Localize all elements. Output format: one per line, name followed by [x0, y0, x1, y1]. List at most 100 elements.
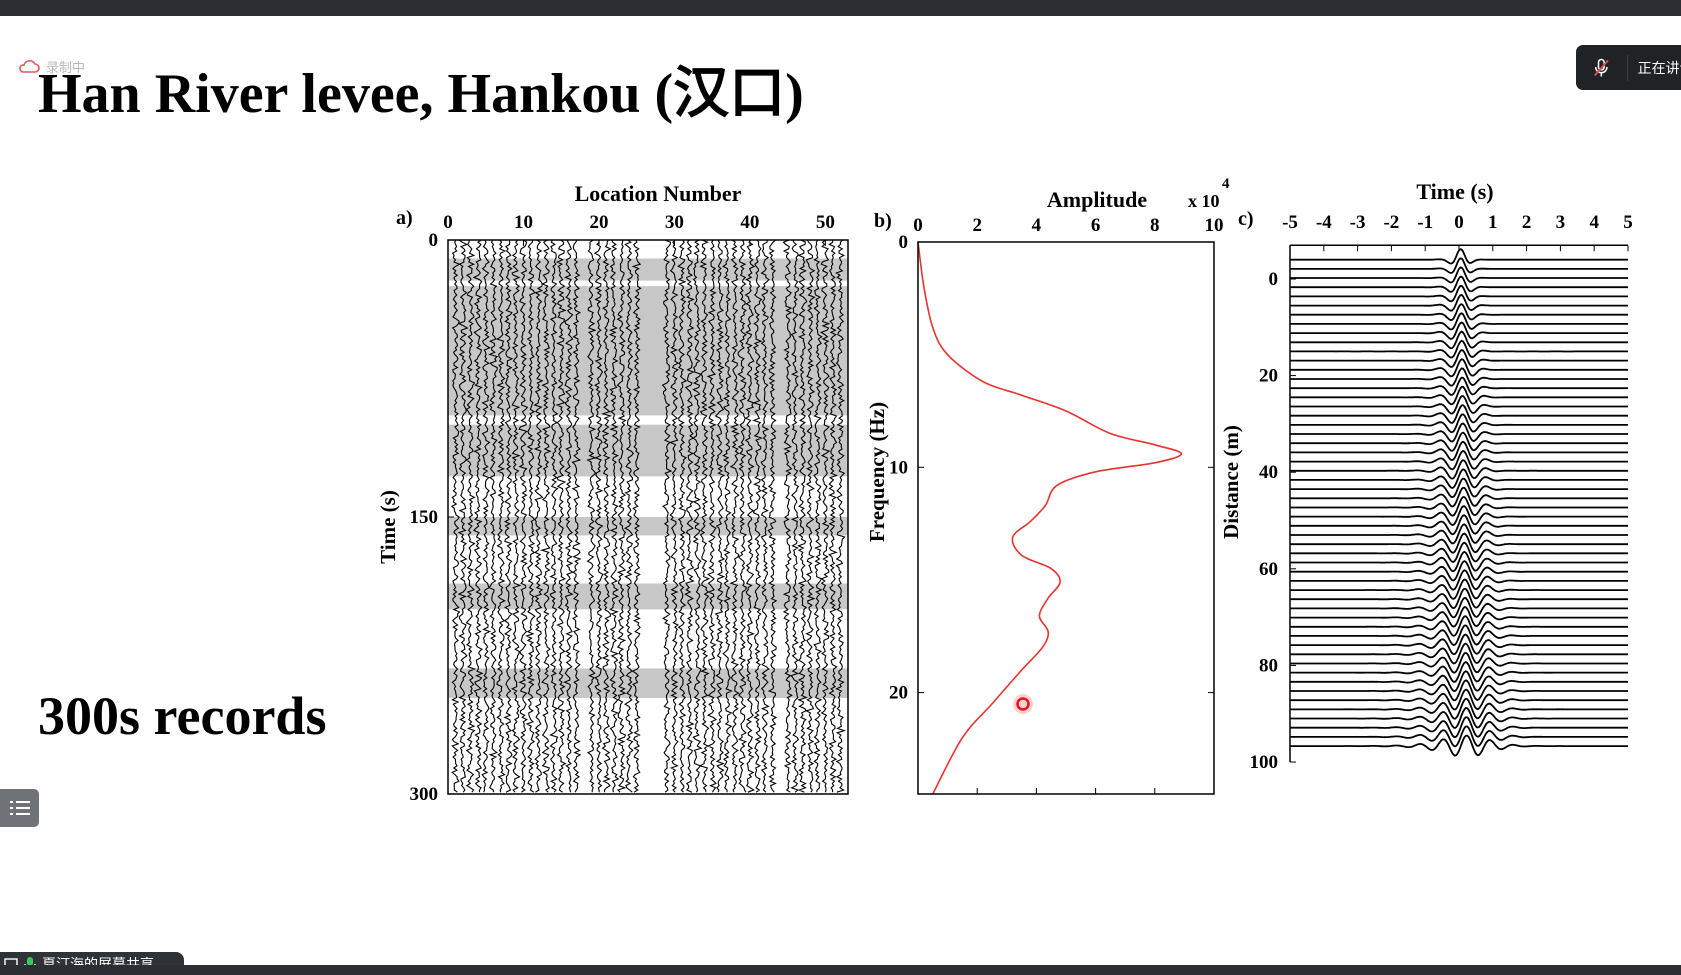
waveform-trace: [1290, 679, 1628, 702]
waveform-trace: [1290, 440, 1628, 462]
waveform-trace: [1290, 596, 1628, 619]
x-tick-label: 30: [665, 212, 684, 233]
y-tick-label: 0: [899, 232, 909, 253]
waveform-trace: [1290, 615, 1628, 637]
y-tick-label: 60: [1259, 559, 1278, 580]
y-tick-label: 80: [1259, 655, 1278, 676]
seismic-trace: [472, 239, 484, 793]
panel-a-traces: [448, 239, 848, 793]
waveform-trace: [1290, 459, 1628, 480]
waveform-trace: [1290, 550, 1628, 573]
seismic-trace: [624, 239, 635, 793]
seismic-trace: [608, 239, 620, 793]
seismic-trace: [729, 239, 740, 793]
waveform-trace: [1290, 431, 1628, 452]
waveform-trace: [1290, 385, 1628, 406]
waveform-trace: [1290, 376, 1628, 396]
waveform-trace: [1290, 367, 1628, 387]
waveform-trace: [1290, 541, 1628, 563]
waveform-trace: [1290, 330, 1628, 350]
y-tick-label: 100: [1250, 752, 1279, 773]
seismic-trace: [819, 239, 831, 793]
x-tick-label: 0: [443, 212, 453, 233]
cloud-icon: [19, 59, 40, 73]
seismic-trace: [805, 239, 816, 793]
seismic-trace: [813, 239, 823, 793]
seismic-trace: [539, 239, 552, 793]
x-tick-label: 20: [589, 212, 608, 233]
x-tick-label: -1: [1417, 212, 1433, 233]
panel-c-ylabel: Distance (m): [1219, 425, 1243, 539]
seismic-trace: [835, 239, 846, 793]
waveform-trace: [1290, 486, 1628, 508]
panel-b-frame: [917, 241, 1215, 795]
waveform-trace: [1290, 266, 1628, 284]
waveform-trace: [1290, 725, 1628, 748]
waveform-trace: [1290, 514, 1628, 536]
seismic-trace: [518, 239, 529, 793]
slide-subtitle: 300s records: [38, 686, 327, 746]
waveform-trace: [1290, 312, 1628, 331]
outline-toggle-button[interactable]: [0, 789, 39, 827]
seismic-trace: [714, 239, 726, 793]
seismic-trace: [767, 239, 778, 793]
waveform-trace: [1290, 642, 1628, 665]
recording-indicator: 录制中: [18, 57, 85, 76]
panel-c-waveforms: [1289, 244, 1628, 762]
x-tick-label: 50: [816, 212, 835, 233]
panel-c: c) Time (s) Distance (m) -5 -4 -3 -2 -1 0 1 2 3 4…: [1219, 179, 1633, 773]
waveform-trace: [1290, 697, 1628, 720]
y-tick-label: 150: [410, 507, 439, 528]
speaker-status-text: 正在讲话: [1637, 60, 1681, 77]
waveform-trace: [1290, 339, 1628, 359]
panel-b-multiplier-exponent: 4: [1222, 176, 1230, 192]
waveform-trace: [1290, 413, 1628, 434]
seismic-trace: [465, 239, 477, 793]
waveform-trace: [1290, 670, 1628, 693]
x-tick-label: 10: [1205, 215, 1224, 236]
waveform-trace: [1290, 358, 1628, 378]
waveform-trace: [1290, 404, 1628, 424]
speaker-status-panel[interactable]: 正在讲话: [1576, 45, 1681, 90]
panel-a-label: a): [396, 207, 413, 229]
seismic-trace: [601, 239, 612, 793]
panel-a-ylabel: Time (s): [376, 490, 400, 564]
seismic-trace: [706, 239, 718, 793]
waveform-trace: [1290, 395, 1628, 415]
seismic-trace: [631, 239, 642, 793]
seismic-trace: [563, 239, 574, 793]
seismic-trace: [737, 239, 748, 793]
panel-b-xlabel: Amplitude: [1047, 187, 1147, 212]
panel-c-ticks: -5 -4 -3 -2 -1 0 1 2 3 4 5 0 20 40 60 80 100: [1250, 212, 1633, 773]
y-tick-label: 10: [889, 457, 908, 478]
seismic-trace: [698, 239, 711, 793]
waveform-trace: [1290, 716, 1628, 739]
y-tick-label: 40: [1259, 462, 1278, 483]
seismic-trace: [525, 240, 536, 793]
x-tick-label: 10: [514, 212, 533, 233]
seismic-trace: [616, 239, 627, 793]
muted-microphone-icon[interactable]: [1590, 56, 1613, 80]
panel-a: a) Location Number Time (s) 0 10 20 30 40 500…: [376, 181, 849, 805]
waveform-trace: [1290, 348, 1628, 368]
x-tick-label: -2: [1383, 212, 1399, 233]
panel-a-xlabel: Location Number: [575, 181, 742, 206]
y-tick-label: 0: [1269, 269, 1279, 290]
seismic-trace: [668, 239, 680, 793]
amplitude-spectrum-line: [917, 241, 1183, 795]
divider: [1626, 54, 1628, 81]
waveform-trace: [1290, 523, 1628, 545]
x-tick-label: 5: [1623, 212, 1633, 233]
seismic-trace: [796, 239, 808, 793]
x-tick-label: 8: [1150, 215, 1160, 236]
seismic-trace: [760, 240, 770, 793]
noise-band: [448, 668, 848, 698]
x-tick-label: 4: [1032, 215, 1042, 236]
x-tick-label: -5: [1282, 212, 1298, 233]
waveform-trace: [1290, 284, 1628, 303]
seismic-trace: [828, 239, 838, 793]
x-tick-label: -3: [1350, 212, 1366, 233]
recording-label: 录制中: [46, 61, 86, 76]
noise-band: [448, 258, 848, 281]
